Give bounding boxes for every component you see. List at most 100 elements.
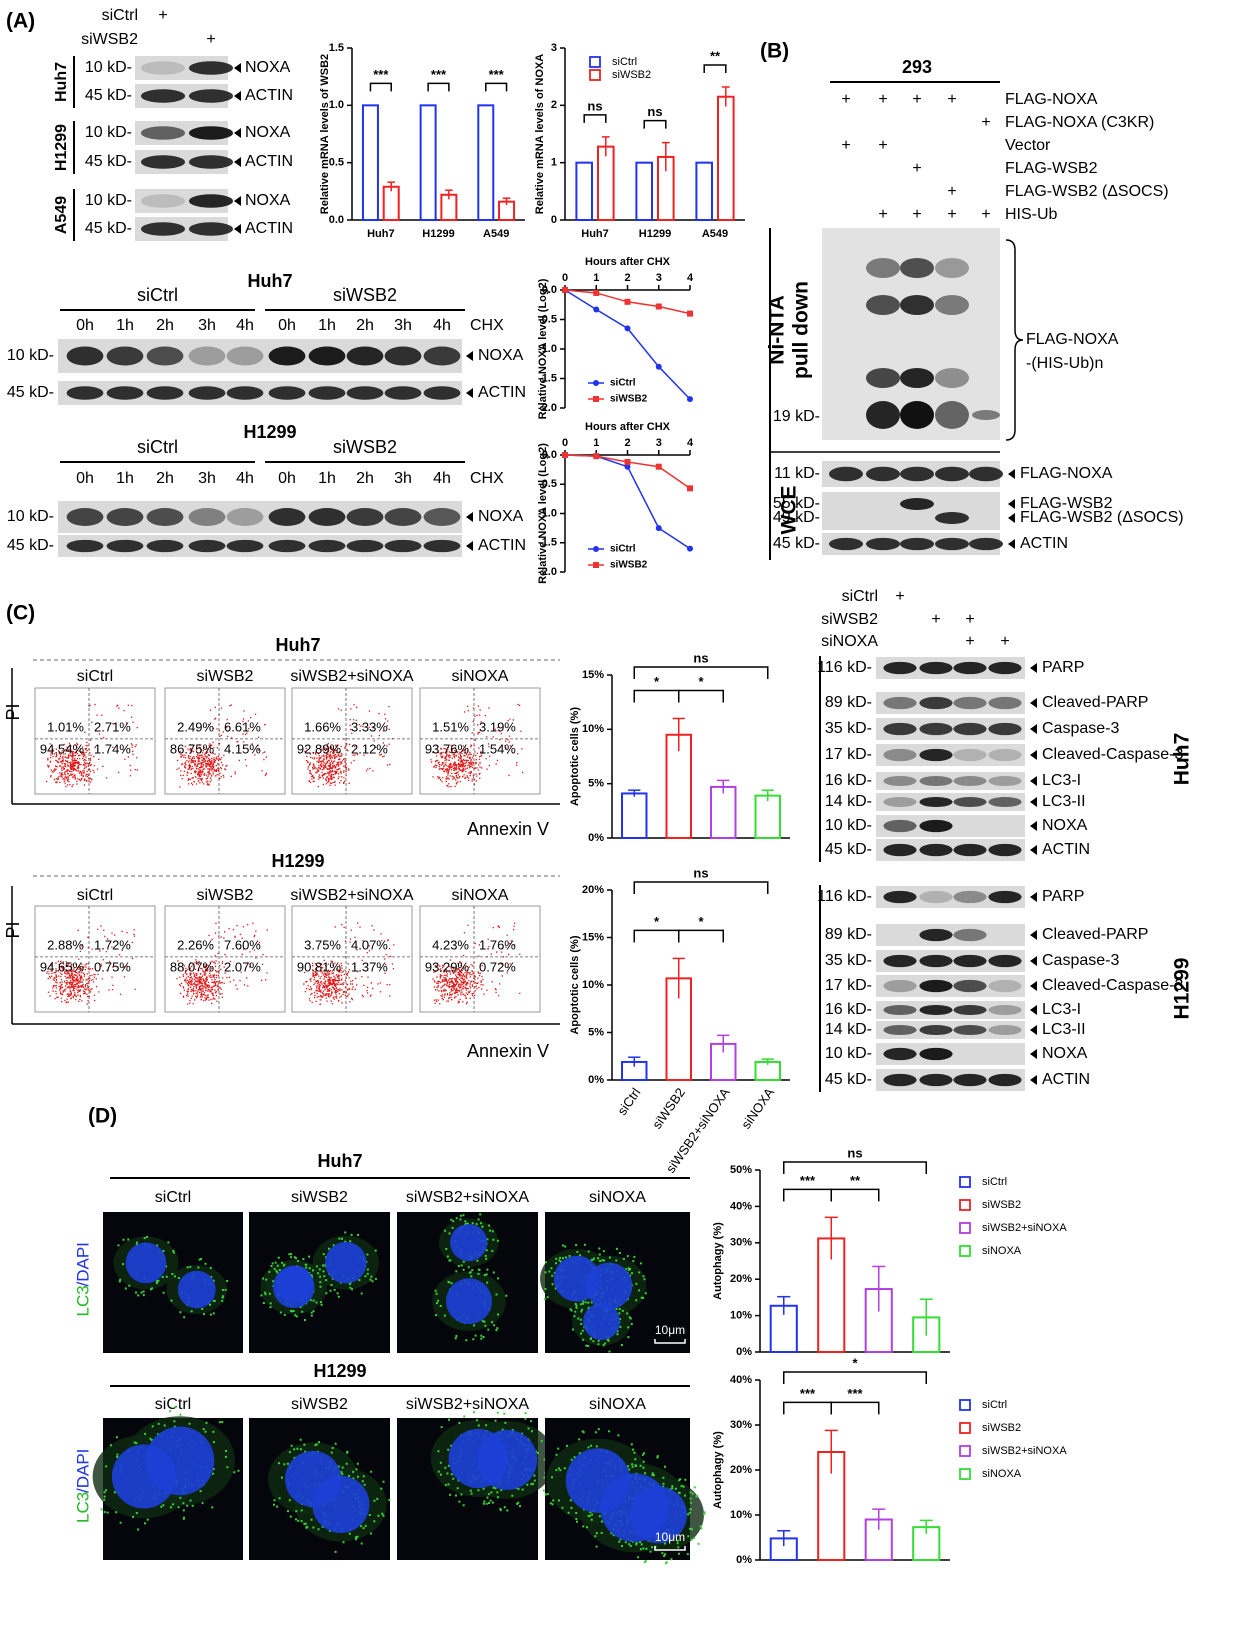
legend-marker	[593, 562, 599, 568]
blot-band	[935, 401, 969, 429]
x-tick-label: 0	[562, 272, 568, 284]
treatment-mark: +	[1000, 633, 1009, 650]
y-tick-label: 0.0	[542, 449, 557, 461]
plot-name: siCtrl	[77, 668, 113, 685]
x-tick-label: 1	[593, 272, 599, 284]
significance-label: *	[698, 674, 704, 689]
nucleus	[450, 1223, 488, 1262]
blot-band	[188, 222, 234, 236]
condition-label: siCtrl	[155, 1189, 191, 1206]
legend-swatch	[959, 1445, 971, 1457]
significance-bracket	[643, 119, 667, 129]
marker	[593, 453, 600, 460]
quadrant-value: 6.61%	[224, 719, 261, 734]
arrowhead	[234, 91, 241, 101]
blot-band	[935, 512, 969, 524]
bar	[477, 104, 495, 221]
nucleus	[145, 1426, 215, 1496]
marker	[624, 459, 631, 466]
blot-band	[106, 539, 144, 553]
protein-label: Cleaved-PARP	[1042, 926, 1148, 943]
blot-band	[883, 775, 917, 787]
legend-label: siWSB2	[612, 69, 651, 81]
y-axis-label: Autophagy (%)	[712, 1431, 724, 1509]
legend-label: siCtrl	[982, 1399, 1007, 1411]
arrowhead	[1030, 663, 1037, 673]
treatment-label: siWSB2	[821, 611, 878, 628]
blot-band	[953, 722, 987, 736]
blot-band	[988, 1004, 1022, 1016]
quadrant-value: 4.07%	[351, 937, 388, 952]
blot-band	[140, 194, 186, 208]
significance-label: ***	[800, 1386, 816, 1401]
quadrant-value: 1.37%	[351, 959, 388, 974]
blot-band	[865, 466, 901, 482]
quadrant-value: 1.66%	[304, 719, 341, 734]
blot-band	[188, 61, 234, 75]
blot-band	[953, 890, 987, 904]
blot-band	[140, 126, 186, 140]
treatment-mark: +	[841, 91, 850, 108]
scatter-cloud	[432, 922, 521, 1005]
y-tick-label: 40%	[730, 1200, 752, 1212]
size-label: 10 kD-	[85, 59, 132, 76]
treatment-mark: +	[947, 183, 956, 200]
legend-label: siWSB2	[610, 394, 648, 405]
arrowhead	[1030, 845, 1037, 855]
arrowhead	[1030, 698, 1037, 708]
significance-label: **	[850, 1173, 861, 1188]
blot-band	[883, 819, 917, 833]
treatment-label: FLAG-NOXA	[1005, 91, 1098, 108]
pulldown-label: pull down	[790, 281, 813, 379]
blot-band	[308, 386, 346, 400]
blot-band	[384, 386, 422, 400]
scatter-cloud	[430, 703, 524, 788]
treatment-mark: +	[158, 7, 167, 24]
product-label: -(HIS-Ub)n	[1026, 355, 1103, 372]
blot-band	[423, 346, 461, 366]
quadrant-value: 1.01%	[47, 719, 84, 734]
quadrant-value: 7.60%	[224, 937, 261, 952]
legend-label: siCtrl	[612, 56, 637, 68]
significance-label: ns	[693, 865, 708, 880]
treatment-label: CHX	[470, 317, 504, 334]
quadrant-value: 4.15%	[224, 741, 261, 756]
y-tick-label: 1.5	[329, 42, 344, 54]
blot-band	[883, 748, 917, 762]
blot-band	[919, 696, 953, 710]
protein-label: ACTIN	[1042, 841, 1090, 858]
time-label: 0h	[76, 470, 94, 487]
blot-band	[899, 537, 935, 551]
blot-band	[900, 295, 934, 315]
pulldown-label: Ni-NTA	[766, 295, 789, 365]
quadrant-value: 1.72%	[94, 937, 131, 952]
quadrant-value: 1.74%	[94, 741, 131, 756]
significance-bracket	[678, 689, 724, 703]
y-tick-label: 10%	[582, 979, 604, 991]
blot-band	[919, 928, 953, 942]
treatment-label: siNOXA	[821, 633, 878, 650]
marker	[624, 325, 631, 332]
quadrant-value: 4.23%	[432, 937, 469, 952]
y-axis-label: Relative mRNA levels of NOXA	[534, 54, 546, 214]
x-tick-label: 1	[593, 437, 599, 449]
size-label: 45 kD-	[773, 535, 820, 552]
blot-band	[866, 258, 900, 278]
blot-band	[883, 1073, 917, 1087]
protein-label: NOXA	[478, 508, 524, 525]
legend-marker	[593, 546, 599, 552]
nucleus	[565, 1448, 631, 1513]
arrowhead	[1030, 1049, 1037, 1059]
legend-marker	[593, 396, 599, 402]
size-label: 35 kD-	[825, 720, 872, 737]
protein-label: NOXA	[1042, 817, 1088, 834]
blot-band	[919, 1073, 953, 1087]
blot-band	[919, 796, 953, 808]
blot-band	[146, 539, 184, 553]
time-label: 0h	[76, 317, 94, 334]
condition-label: siCtrl	[155, 1396, 191, 1413]
blot-band	[146, 508, 184, 526]
y-tick-label: 0%	[736, 1554, 752, 1566]
blot-band	[919, 954, 953, 968]
blot-band	[268, 346, 306, 366]
